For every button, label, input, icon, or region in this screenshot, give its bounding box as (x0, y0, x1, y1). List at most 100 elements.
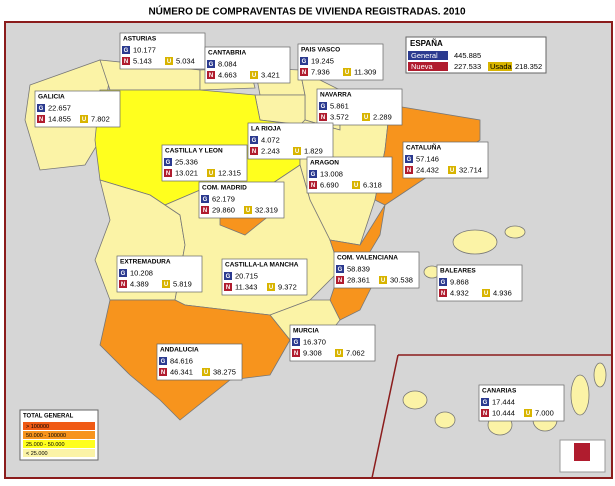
region-box (119, 32, 206, 70)
usada-value: 5.034 (176, 56, 195, 65)
menorca-shape (504, 225, 526, 239)
badge (343, 68, 351, 76)
nueva-value: 4.932 (450, 288, 469, 297)
general-value: 9.868 (450, 277, 469, 286)
badge (224, 272, 232, 280)
legend-label: > 100000 (26, 424, 49, 430)
badge-label: G (124, 48, 129, 54)
badge-label: G (338, 267, 343, 273)
usada-value: 38.275 (213, 367, 236, 376)
badge (162, 280, 170, 288)
badge-label: G (311, 172, 316, 178)
general-value: 22.657 (48, 103, 71, 112)
badge-label: N (321, 115, 325, 121)
legend-swatch (23, 449, 95, 457)
badge (250, 71, 258, 79)
nueva-value: 46.341 (170, 367, 193, 376)
badge (319, 102, 327, 110)
badge-label: G (483, 400, 488, 406)
badge (80, 115, 88, 123)
badge (336, 265, 344, 273)
badge (319, 113, 327, 121)
badge-label: G (209, 62, 214, 68)
usada-value: 5.819 (173, 279, 192, 288)
island-shape (402, 390, 428, 410)
badge (37, 115, 45, 123)
nueva-label: Nueva (411, 62, 434, 71)
badge-label: N (483, 411, 487, 417)
badge (122, 57, 130, 65)
mallorca-shape (452, 229, 498, 255)
badge-label: N (294, 351, 298, 357)
badge (448, 166, 456, 174)
badge-label: G (203, 197, 208, 203)
nueva-value: 6.690 (320, 180, 339, 189)
usada-value: 1.829 (304, 146, 323, 155)
general-value: 5.861 (330, 101, 349, 110)
badge-label: N (226, 285, 230, 291)
region-name: COM. MADRID (202, 185, 247, 192)
badge-label: N (121, 282, 125, 288)
badge (439, 289, 447, 297)
region-box (116, 255, 203, 293)
badge (482, 289, 490, 297)
usada-value: 9.372 (278, 282, 297, 291)
nueva-value: 10.444 (492, 408, 515, 417)
badge (362, 113, 370, 121)
badge (481, 398, 489, 406)
badge (481, 409, 489, 417)
general-value: 10.177 (133, 45, 156, 54)
badge (335, 349, 343, 357)
general-value: 8.084 (218, 59, 237, 68)
badge (293, 147, 301, 155)
badge-label: N (302, 70, 306, 76)
region-name: EXTREMADURA (120, 259, 171, 266)
canarias-border (371, 354, 399, 479)
badge (119, 280, 127, 288)
badge-label: U (364, 115, 368, 121)
title: NÚMERO DE COMPRAVENTAS DE VIVIENDA REGIS… (148, 5, 466, 18)
badge (405, 155, 413, 163)
logo-mark (574, 443, 590, 461)
nueva-value: 14.855 (48, 114, 71, 123)
badge-label: U (204, 370, 208, 376)
usada-value: 7.062 (346, 348, 365, 357)
island-shape (570, 374, 590, 416)
badge-label: G (121, 271, 126, 277)
badge-label: U (295, 149, 299, 155)
badge (250, 147, 258, 155)
region-name: PAIS VASCO (301, 47, 340, 54)
general-value: 4.072 (261, 135, 280, 144)
badge-label: G (302, 59, 307, 65)
badge (250, 136, 258, 144)
nueva-value: 5.143 (133, 56, 152, 65)
badge (201, 195, 209, 203)
badge (159, 368, 167, 376)
badge-label: G (166, 160, 171, 166)
region-box (316, 88, 403, 126)
badge-label: U (381, 278, 385, 284)
badge (300, 57, 308, 65)
badge-label: U (252, 73, 256, 79)
usada-value: 7.000 (535, 408, 554, 417)
badge-label: N (209, 73, 213, 79)
badge (159, 357, 167, 365)
badge (202, 368, 210, 376)
badge (207, 60, 215, 68)
badge-label: N (39, 117, 43, 123)
badge (164, 169, 172, 177)
badge (309, 181, 317, 189)
badge (119, 269, 127, 277)
region-name: CANARIAS (482, 388, 517, 395)
badge-label: U (209, 171, 213, 177)
badge-label: N (203, 208, 207, 214)
nueva-tag (408, 62, 448, 71)
usada-value: 3.421 (261, 70, 280, 79)
legend-label: < 25.000 (26, 451, 48, 457)
region-box (204, 46, 291, 84)
general-value: 84.616 (170, 356, 193, 365)
badge (207, 71, 215, 79)
usada-value: 30.538 (390, 275, 413, 284)
legend-label: 50.000 - 100000 (26, 433, 66, 439)
